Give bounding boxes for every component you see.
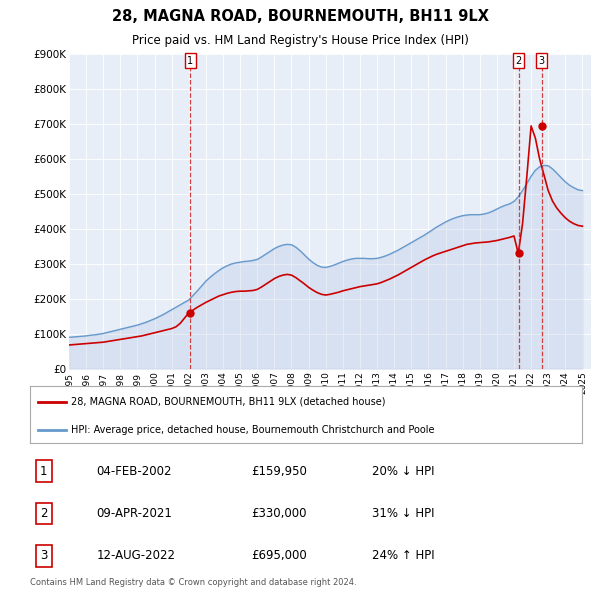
Text: 09-APR-2021: 09-APR-2021: [96, 507, 172, 520]
Text: £695,000: £695,000: [251, 549, 307, 562]
Text: 31% ↓ HPI: 31% ↓ HPI: [372, 507, 435, 520]
Text: £159,950: £159,950: [251, 464, 307, 477]
Text: 1: 1: [187, 56, 193, 66]
Text: 2: 2: [515, 56, 522, 66]
Text: Price paid vs. HM Land Registry's House Price Index (HPI): Price paid vs. HM Land Registry's House …: [131, 34, 469, 47]
Text: £330,000: £330,000: [251, 507, 307, 520]
Text: 12-AUG-2022: 12-AUG-2022: [96, 549, 175, 562]
Text: 3: 3: [40, 549, 47, 562]
Text: Contains HM Land Registry data © Crown copyright and database right 2024.: Contains HM Land Registry data © Crown c…: [30, 578, 356, 586]
Text: 20% ↓ HPI: 20% ↓ HPI: [372, 464, 435, 477]
Text: 3: 3: [538, 56, 545, 66]
Text: 28, MAGNA ROAD, BOURNEMOUTH, BH11 9LX: 28, MAGNA ROAD, BOURNEMOUTH, BH11 9LX: [112, 9, 488, 24]
Text: 24% ↑ HPI: 24% ↑ HPI: [372, 549, 435, 562]
Text: 28, MAGNA ROAD, BOURNEMOUTH, BH11 9LX (detached house): 28, MAGNA ROAD, BOURNEMOUTH, BH11 9LX (d…: [71, 396, 386, 407]
Text: 2: 2: [40, 507, 47, 520]
Text: 1: 1: [40, 464, 47, 477]
Text: HPI: Average price, detached house, Bournemouth Christchurch and Poole: HPI: Average price, detached house, Bour…: [71, 425, 435, 435]
Text: 04-FEB-2002: 04-FEB-2002: [96, 464, 172, 477]
